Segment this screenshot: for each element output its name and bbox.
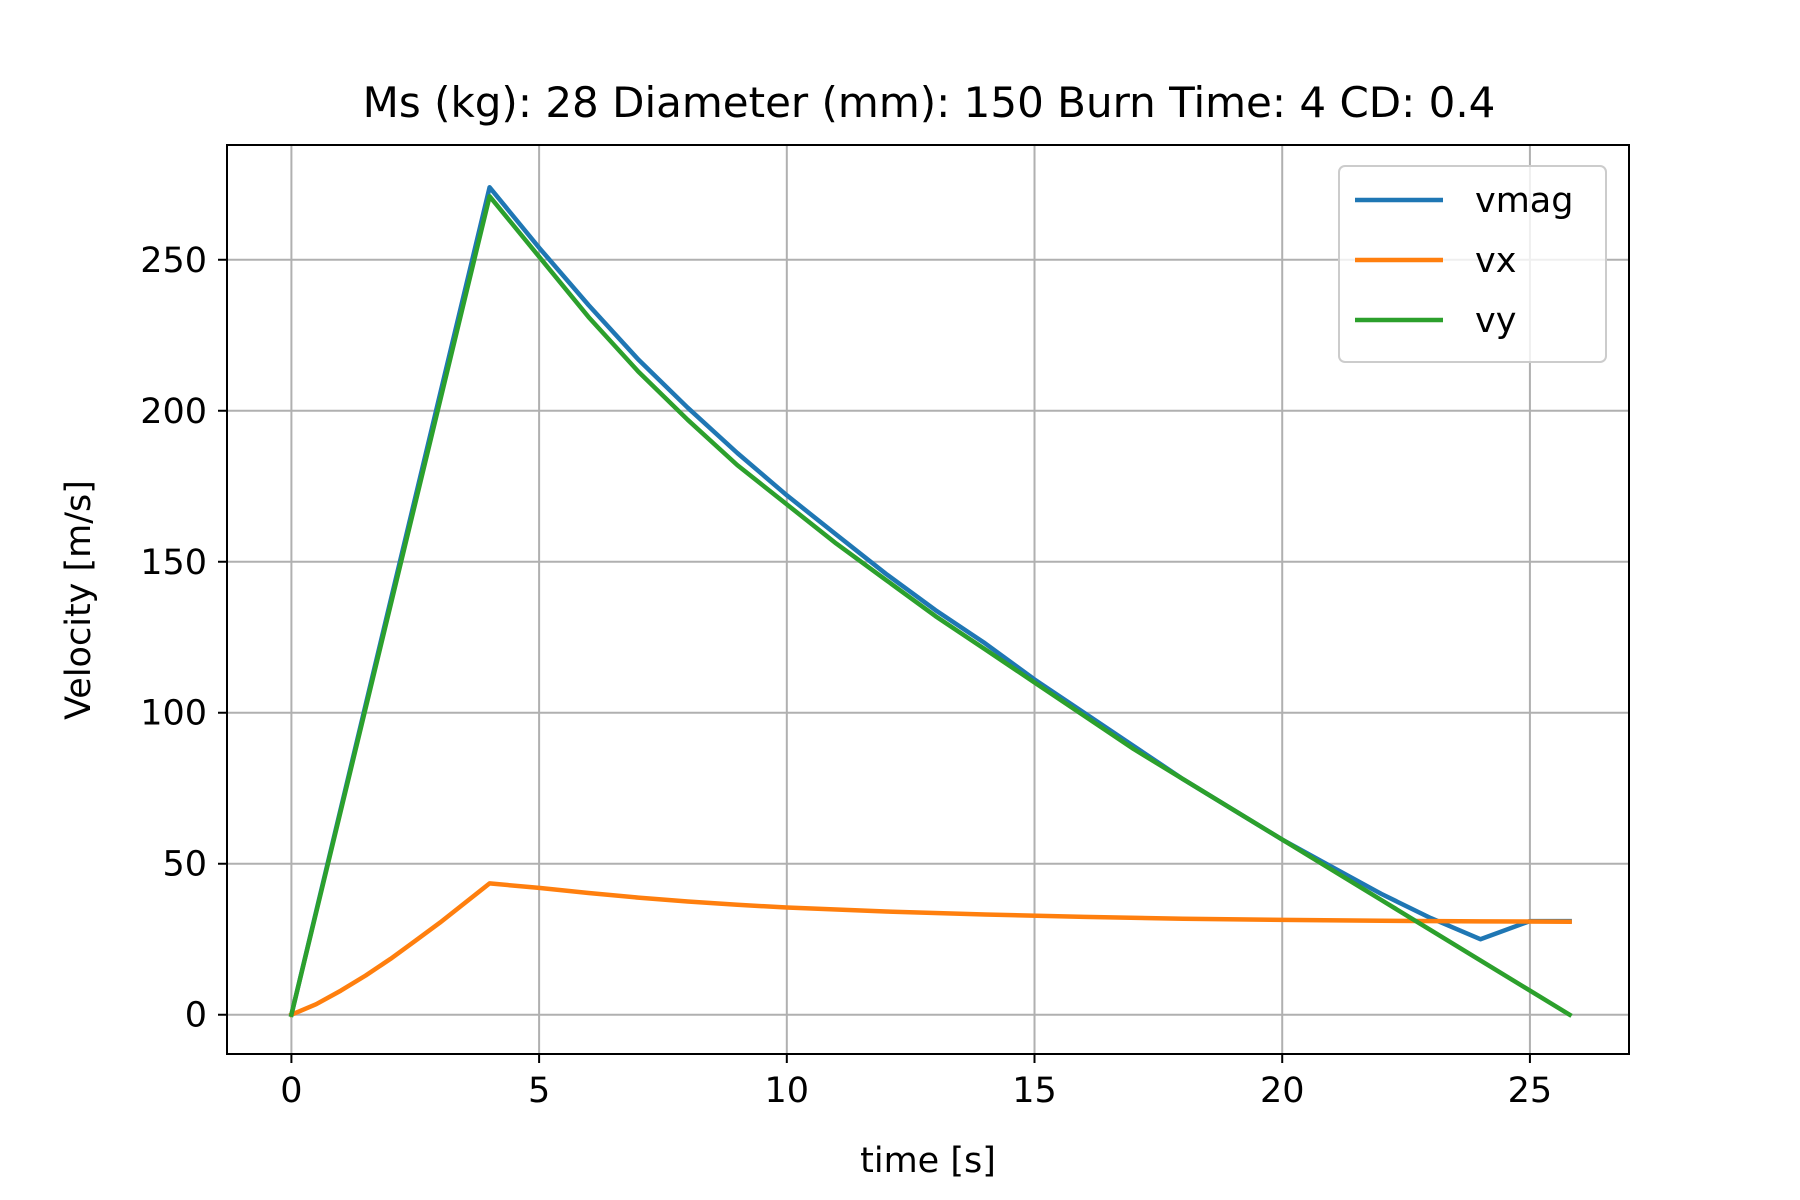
legend-label-vx: vx <box>1475 241 1516 281</box>
plot-frame <box>226 144 1630 1055</box>
y-tick-label: 150 <box>140 543 207 583</box>
x-tick-label: 5 <box>528 1071 550 1111</box>
legend: vmag vx vy <box>1338 165 1607 363</box>
series-line-vx <box>288 881 1572 1018</box>
legend-box <box>1338 165 1607 363</box>
x-tick-label: 0 <box>280 1071 302 1111</box>
y-tick-label: 0 <box>185 996 207 1036</box>
plot-series <box>288 185 1573 1018</box>
y-tick-label: 200 <box>140 392 207 432</box>
y-axis-label: Velocity [m/s] <box>59 480 99 720</box>
x-tick-label: 20 <box>1260 1071 1305 1111</box>
grid <box>227 145 1629 1054</box>
chart-title: Ms (kg): 28 Diameter (mm): 150 Burn Time… <box>363 78 1496 127</box>
legend-label-vmag: vmag <box>1475 181 1573 221</box>
x-tick-label: 15 <box>1012 1071 1057 1111</box>
y-tick-label: 250 <box>140 241 207 281</box>
y-tick-label: 50 <box>162 845 207 885</box>
series-line-vy <box>288 194 1573 1018</box>
series-line-vmag <box>288 185 1572 1018</box>
legend-label-vy: vy <box>1475 301 1516 341</box>
x-tick-label: 10 <box>765 1071 810 1111</box>
y-tick-label: 100 <box>140 694 207 734</box>
x-axis-label: time [s] <box>860 1141 996 1181</box>
x-tick-label: 25 <box>1508 1071 1553 1111</box>
